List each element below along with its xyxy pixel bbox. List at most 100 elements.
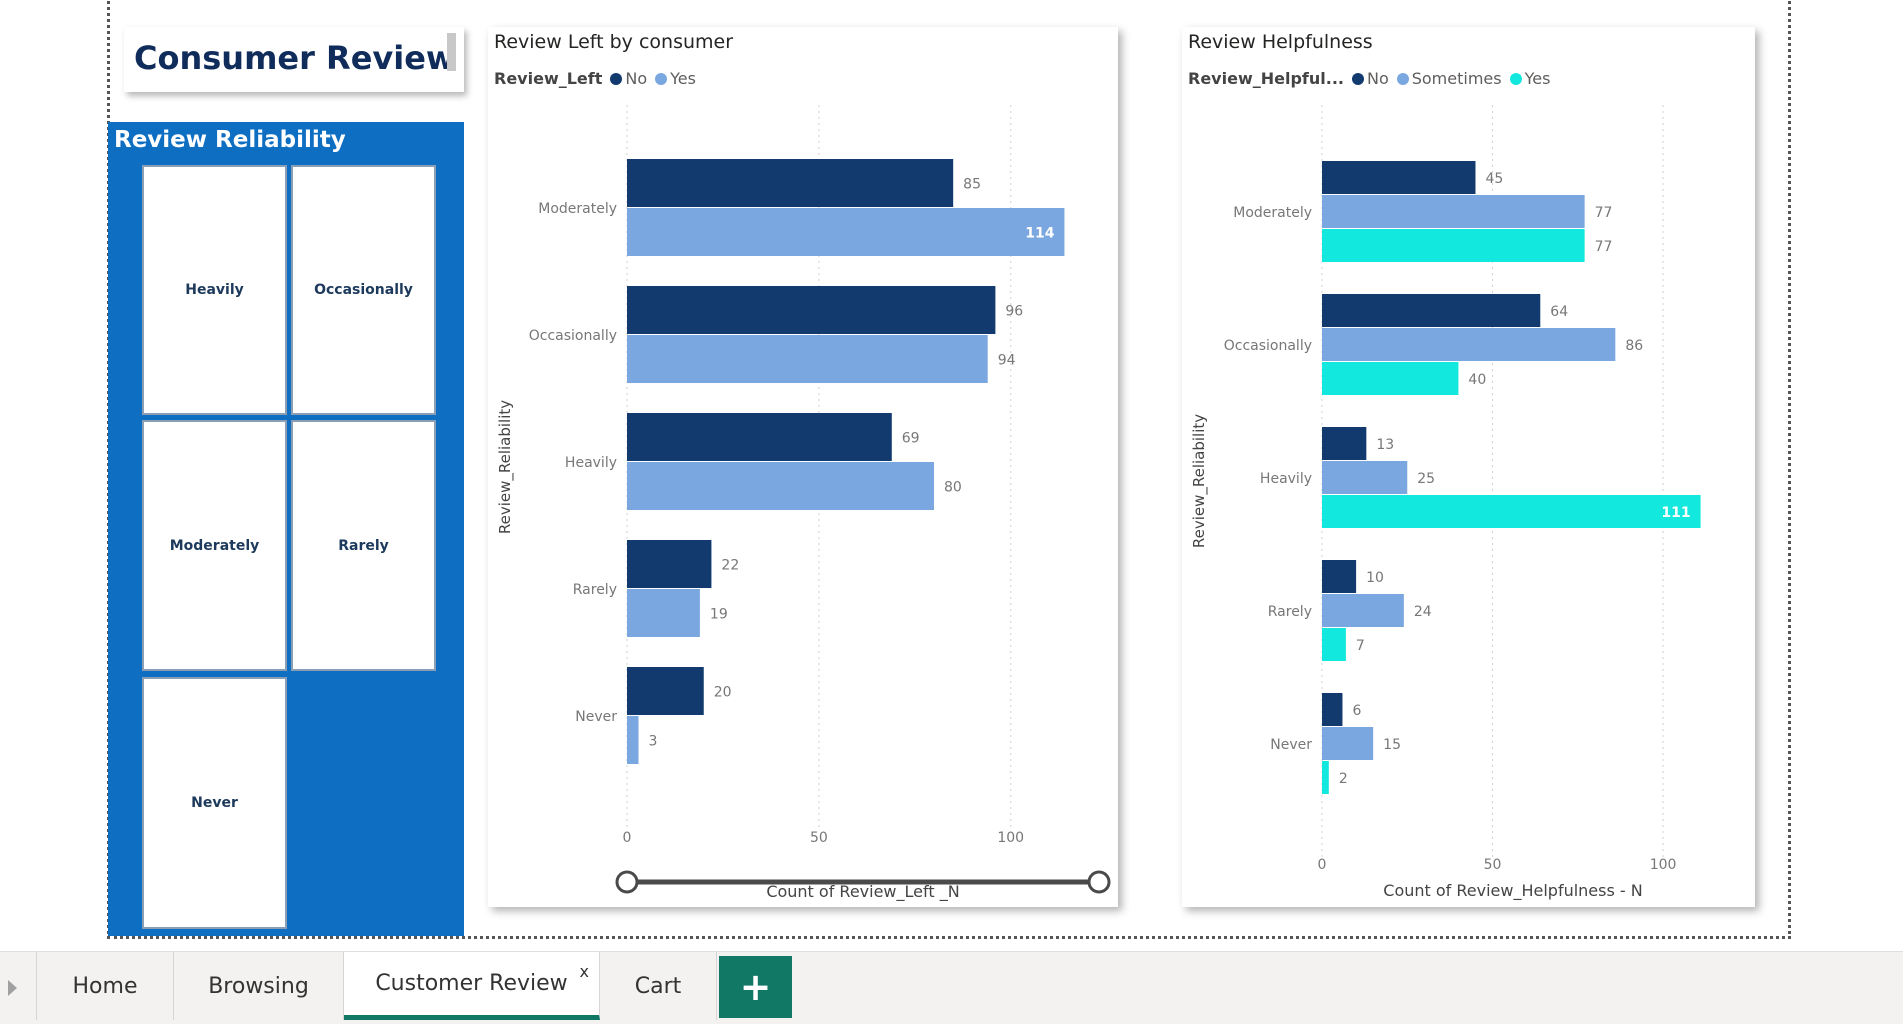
legend-item-yes[interactable]: Yes <box>655 69 696 88</box>
bar <box>1322 560 1357 593</box>
data-label: 20 <box>714 685 732 701</box>
chart-title: Review Left by consumer <box>494 31 734 53</box>
chart-legend: Review_Left No Yes <box>494 69 704 88</box>
slicer-tile-never[interactable]: Never <box>142 677 287 929</box>
bar <box>1322 495 1701 528</box>
bar <box>1322 161 1476 194</box>
zoom-slider-start-handle[interactable] <box>615 870 639 894</box>
bar <box>1322 195 1585 228</box>
bar <box>627 667 704 715</box>
y-category-label: Moderately <box>538 201 617 217</box>
tab-cart[interactable]: Cart <box>600 952 717 1020</box>
data-label: 86 <box>1625 338 1643 354</box>
tab-label: Cart <box>634 973 682 999</box>
bar <box>627 335 988 383</box>
data-label: 10 <box>1366 570 1384 586</box>
slicer-tile-label: Heavily <box>185 282 244 298</box>
bar <box>1322 594 1404 627</box>
slicer-tile-label: Never <box>191 795 238 811</box>
x-tick-label: 0 <box>623 830 632 846</box>
slicer-tile-heavily[interactable]: Heavily <box>142 165 287 415</box>
close-icon[interactable]: x <box>579 962 589 981</box>
legend-item-sometimes[interactable]: Sometimes <box>1396 69 1502 88</box>
bar <box>627 159 954 207</box>
data-label: 40 <box>1468 372 1486 388</box>
bar <box>627 589 700 637</box>
bar <box>1322 427 1367 460</box>
y-category-label: Never <box>1270 737 1312 753</box>
tab-scroll-left-icon[interactable] <box>8 980 17 996</box>
y-category-label: Occasionally <box>1224 338 1312 354</box>
x-tick-label: 50 <box>1484 857 1502 873</box>
data-label: 15 <box>1383 737 1401 753</box>
tab-label: Home <box>72 973 138 999</box>
data-label: 3 <box>649 734 658 750</box>
x-tick-label: 100 <box>1650 857 1677 873</box>
bar <box>627 716 639 764</box>
legend-swatch <box>1396 72 1409 85</box>
data-label: 80 <box>944 480 962 496</box>
legend-swatch <box>1509 72 1522 85</box>
bar <box>1322 693 1343 726</box>
y-axis-title: Review_Reliability <box>496 400 515 534</box>
data-label: 94 <box>998 353 1016 369</box>
legend-item-no[interactable]: No <box>1351 69 1389 88</box>
title-accent-bar <box>447 33 456 71</box>
bar <box>1322 328 1616 361</box>
data-label: 22 <box>721 558 739 574</box>
title-card: Consumer Review <box>124 27 464 92</box>
tab-browsing[interactable]: Browsing <box>174 952 344 1020</box>
page-tab-bar: Home Browsing Customer Review x Cart + <box>0 951 1903 1024</box>
slicer-tile-label: Rarely <box>338 537 389 554</box>
data-label: 111 <box>1661 505 1690 521</box>
legend-label: Yes <box>670 69 696 88</box>
data-label: 45 <box>1485 171 1503 187</box>
zoom-slider-end-handle[interactable] <box>1087 870 1111 894</box>
y-category-label: Occasionally <box>529 328 617 344</box>
review-left-bar-chart: 0 50 100 Moderately 85 114 Occasionally 96 94 Hea… <box>496 105 1111 902</box>
bar <box>627 413 892 461</box>
slicer-header: Review Reliability <box>114 127 346 153</box>
bar <box>1322 628 1346 661</box>
slicer-tile-occasionally[interactable]: Occasionally <box>291 165 436 415</box>
legend-label: No <box>625 69 648 88</box>
slicer-tile-rarely[interactable]: Rarely <box>291 420 436 671</box>
review-reliability-slicer: Review Reliability Heavily Occasionally … <box>108 122 464 936</box>
tab-label: Browsing <box>208 973 309 999</box>
bar <box>627 462 934 510</box>
chart-title: Review Helpfulness <box>1188 31 1373 53</box>
x-tick-label: 50 <box>810 830 828 846</box>
review-left-chart-card[interactable]: Review Left by consumer Review_Left No Y… <box>488 27 1118 907</box>
legend-title: Review_Helpful... <box>1188 69 1344 88</box>
bar <box>1322 727 1374 760</box>
slicer-tile-moderately[interactable]: Moderately <box>142 420 287 671</box>
data-label: 6 <box>1352 703 1361 719</box>
tab-home[interactable]: Home <box>36 952 174 1020</box>
y-category-label: Rarely <box>1268 604 1312 620</box>
bar <box>627 540 712 588</box>
data-label: 25 <box>1417 471 1435 487</box>
data-label: 114 <box>1025 226 1054 242</box>
legend-item-no[interactable]: No <box>610 69 647 88</box>
data-label: 24 <box>1414 604 1432 620</box>
tab-label: Customer Review <box>375 971 568 996</box>
y-axis-title: Review_Reliability <box>1190 414 1209 548</box>
bar <box>627 286 996 334</box>
legend-item-yes[interactable]: Yes <box>1509 69 1551 88</box>
data-label: 7 <box>1356 638 1365 654</box>
data-label: 13 <box>1376 437 1394 453</box>
y-category-label: Heavily <box>1260 471 1312 487</box>
page-title: Consumer Review <box>134 39 456 77</box>
legend-label: No <box>1366 69 1389 88</box>
review-helpfulness-chart-card[interactable]: Review Helpfulness Review_Helpful... No … <box>1182 27 1755 907</box>
chart-legend: Review_Helpful... No Sometimes Yes <box>1188 69 1558 88</box>
x-axis-title: Count of Review_Left _N <box>766 882 959 902</box>
review-helpfulness-bar-chart: 0 50 100 Moderately 45 77 77 Occasionally 64 86 40… <box>1190 105 1701 901</box>
data-label: 2 <box>1339 771 1348 787</box>
data-label: 85 <box>963 177 981 193</box>
y-category-label: Never <box>575 709 617 725</box>
tab-customer-review[interactable]: Customer Review x <box>344 952 600 1020</box>
legend-label: Yes <box>1524 69 1551 88</box>
add-page-button[interactable]: + <box>719 956 792 1018</box>
bar <box>1322 461 1408 494</box>
